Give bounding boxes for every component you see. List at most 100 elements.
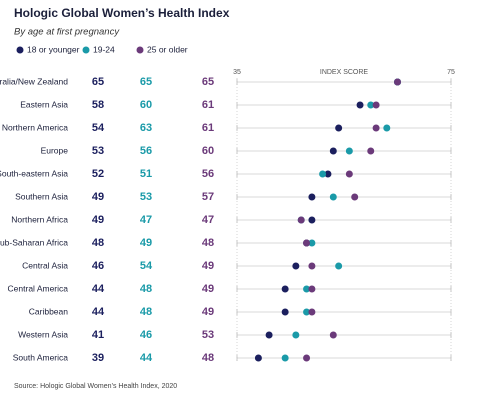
value-label: 47 <box>202 214 214 226</box>
dot <box>308 308 316 316</box>
dot <box>308 262 316 270</box>
dot <box>335 124 343 132</box>
value-label: 51 <box>140 168 152 180</box>
category-label: South America <box>13 352 69 362</box>
value-label: 54 <box>140 260 153 272</box>
category-label: Northern America <box>2 122 68 132</box>
dot <box>324 170 332 178</box>
value-label: 48 <box>140 283 152 295</box>
value-label: 65 <box>202 76 214 88</box>
value-label: 39 <box>92 352 104 364</box>
value-label: 65 <box>140 76 152 88</box>
dot <box>356 101 364 109</box>
value-label: 41 <box>92 329 104 341</box>
category-label: Southern Asia <box>15 191 68 201</box>
dot <box>308 216 316 224</box>
value-label: 46 <box>92 260 104 272</box>
value-label: 56 <box>140 145 152 157</box>
value-label: 61 <box>202 99 214 111</box>
value-label: 47 <box>140 214 152 226</box>
value-label: 49 <box>202 260 214 272</box>
dot <box>292 331 300 339</box>
dot <box>329 331 337 339</box>
legend-marker <box>82 46 90 54</box>
category-label: Western Asia <box>18 329 68 339</box>
dot <box>351 193 359 201</box>
value-label: 54 <box>92 122 105 134</box>
value-label: 60 <box>202 145 214 157</box>
dot <box>281 308 289 316</box>
dot <box>303 308 311 316</box>
value-label: 49 <box>202 306 214 318</box>
value-label: 61 <box>202 122 214 134</box>
category-label: Eastern Asia <box>20 99 68 109</box>
chart-subtitle: By age at first pregnancy <box>14 27 120 38</box>
dot <box>308 193 316 201</box>
category-label: Caribbean <box>29 306 68 316</box>
legend-label: 19-24 <box>93 44 115 54</box>
value-label: 53 <box>92 145 104 157</box>
value-label: 57 <box>202 191 214 203</box>
dot <box>383 124 391 132</box>
dot <box>303 239 311 247</box>
value-label: 49 <box>92 214 104 226</box>
category-label: South-eastern Asia <box>0 168 68 178</box>
value-label: 44 <box>140 352 153 364</box>
dot <box>367 147 375 155</box>
dot <box>329 147 337 155</box>
legend-marker <box>136 46 144 54</box>
dot <box>292 262 300 270</box>
category-label: Australia/New Zealand <box>0 76 68 86</box>
legend-label: 18 or younger <box>27 44 80 54</box>
value-label: 48 <box>92 237 104 249</box>
dot <box>265 331 273 339</box>
legend-marker <box>16 46 24 54</box>
dot <box>303 354 311 362</box>
dot <box>394 78 401 86</box>
value-label: 65 <box>92 76 104 88</box>
value-label: 60 <box>140 99 152 111</box>
dot <box>345 147 353 155</box>
value-label: 49 <box>92 191 104 203</box>
source: Source: Hologic Global Women’s Health In… <box>14 383 177 390</box>
value-label: 58 <box>92 99 104 111</box>
legend-label: 25 or older <box>147 44 188 54</box>
value-label: 56 <box>202 168 214 180</box>
dot <box>372 124 380 132</box>
dot <box>345 170 353 178</box>
value-label: 49 <box>140 237 152 249</box>
value-label: 63 <box>140 122 152 134</box>
x-tick-label: 35 <box>233 69 241 76</box>
dot <box>281 285 289 293</box>
dot <box>367 101 375 109</box>
category-label: Europe <box>41 145 69 155</box>
category-label: Northern Africa <box>11 214 68 224</box>
chart-title: Hologic Global Women’s Health Index <box>14 6 230 20</box>
value-label: 49 <box>202 283 214 295</box>
dot <box>297 216 305 224</box>
category-label: Central America <box>8 283 69 293</box>
dot <box>254 354 262 362</box>
x-axis-label: INDEX SCORE <box>320 69 369 76</box>
x-tick-label: 75 <box>447 69 455 76</box>
value-label: 53 <box>140 191 152 203</box>
value-label: 48 <box>202 352 214 364</box>
dot <box>303 285 311 293</box>
category-label: Sub-Saharan Africa <box>0 237 68 247</box>
dot <box>329 193 337 201</box>
value-label: 46 <box>140 329 152 341</box>
value-label: 48 <box>202 237 214 249</box>
dot <box>335 262 343 270</box>
value-label: 44 <box>92 306 105 318</box>
dot <box>308 285 316 293</box>
value-label: 48 <box>140 306 152 318</box>
dot <box>319 170 327 178</box>
value-label: 53 <box>202 329 214 341</box>
dot <box>308 239 316 247</box>
dot <box>372 101 380 109</box>
dot <box>281 354 289 362</box>
value-label: 52 <box>92 168 104 180</box>
value-label: 44 <box>92 283 105 295</box>
category-label: Central Asia <box>22 260 68 270</box>
